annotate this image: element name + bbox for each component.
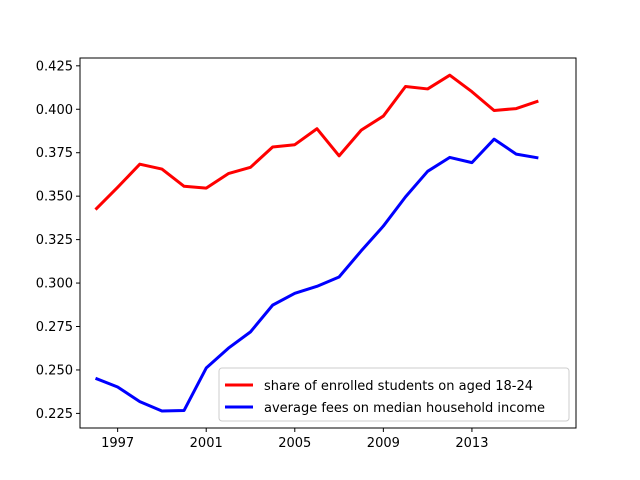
- y-axis: 0.225 0.250 0.275 0.300 0.325 0.350 0.375 0.400…: [36, 59, 80, 422]
- series-line-1: [94, 73, 539, 211]
- legend-box: [218, 367, 570, 422]
- x-tick-label: 2005: [278, 436, 311, 451]
- legend: share of enrolled students on aged 18-24…: [218, 367, 570, 422]
- x-tick-label: 2009: [367, 436, 400, 451]
- series-line-2: [94, 137, 539, 413]
- x-tick-label: 2013: [455, 436, 488, 451]
- plot-frame: [79, 57, 577, 429]
- y-tick-label: 0.225: [36, 407, 73, 422]
- y-tick-label: 0.300: [36, 277, 73, 292]
- x-axis: 1997 2001 2005 2009 2013: [101, 428, 488, 451]
- y-tick-label: 0.375: [36, 146, 73, 161]
- x-tick-label: 1997: [101, 436, 134, 451]
- y-tick-label: 0.275: [36, 320, 73, 335]
- y-tick-label: 0.425: [36, 59, 73, 74]
- y-tick-label: 0.250: [36, 363, 73, 378]
- plot-lines: [94, 73, 539, 413]
- legend-label-series-2: average fees on median household income: [264, 401, 545, 416]
- x-tick-label: 2001: [190, 436, 223, 451]
- legend-label-series-1: share of enrolled students on aged 18-24: [264, 379, 533, 394]
- y-tick-label: 0.325: [36, 233, 73, 248]
- y-tick-label: 0.400: [36, 103, 73, 118]
- y-tick-label: 0.350: [36, 190, 73, 205]
